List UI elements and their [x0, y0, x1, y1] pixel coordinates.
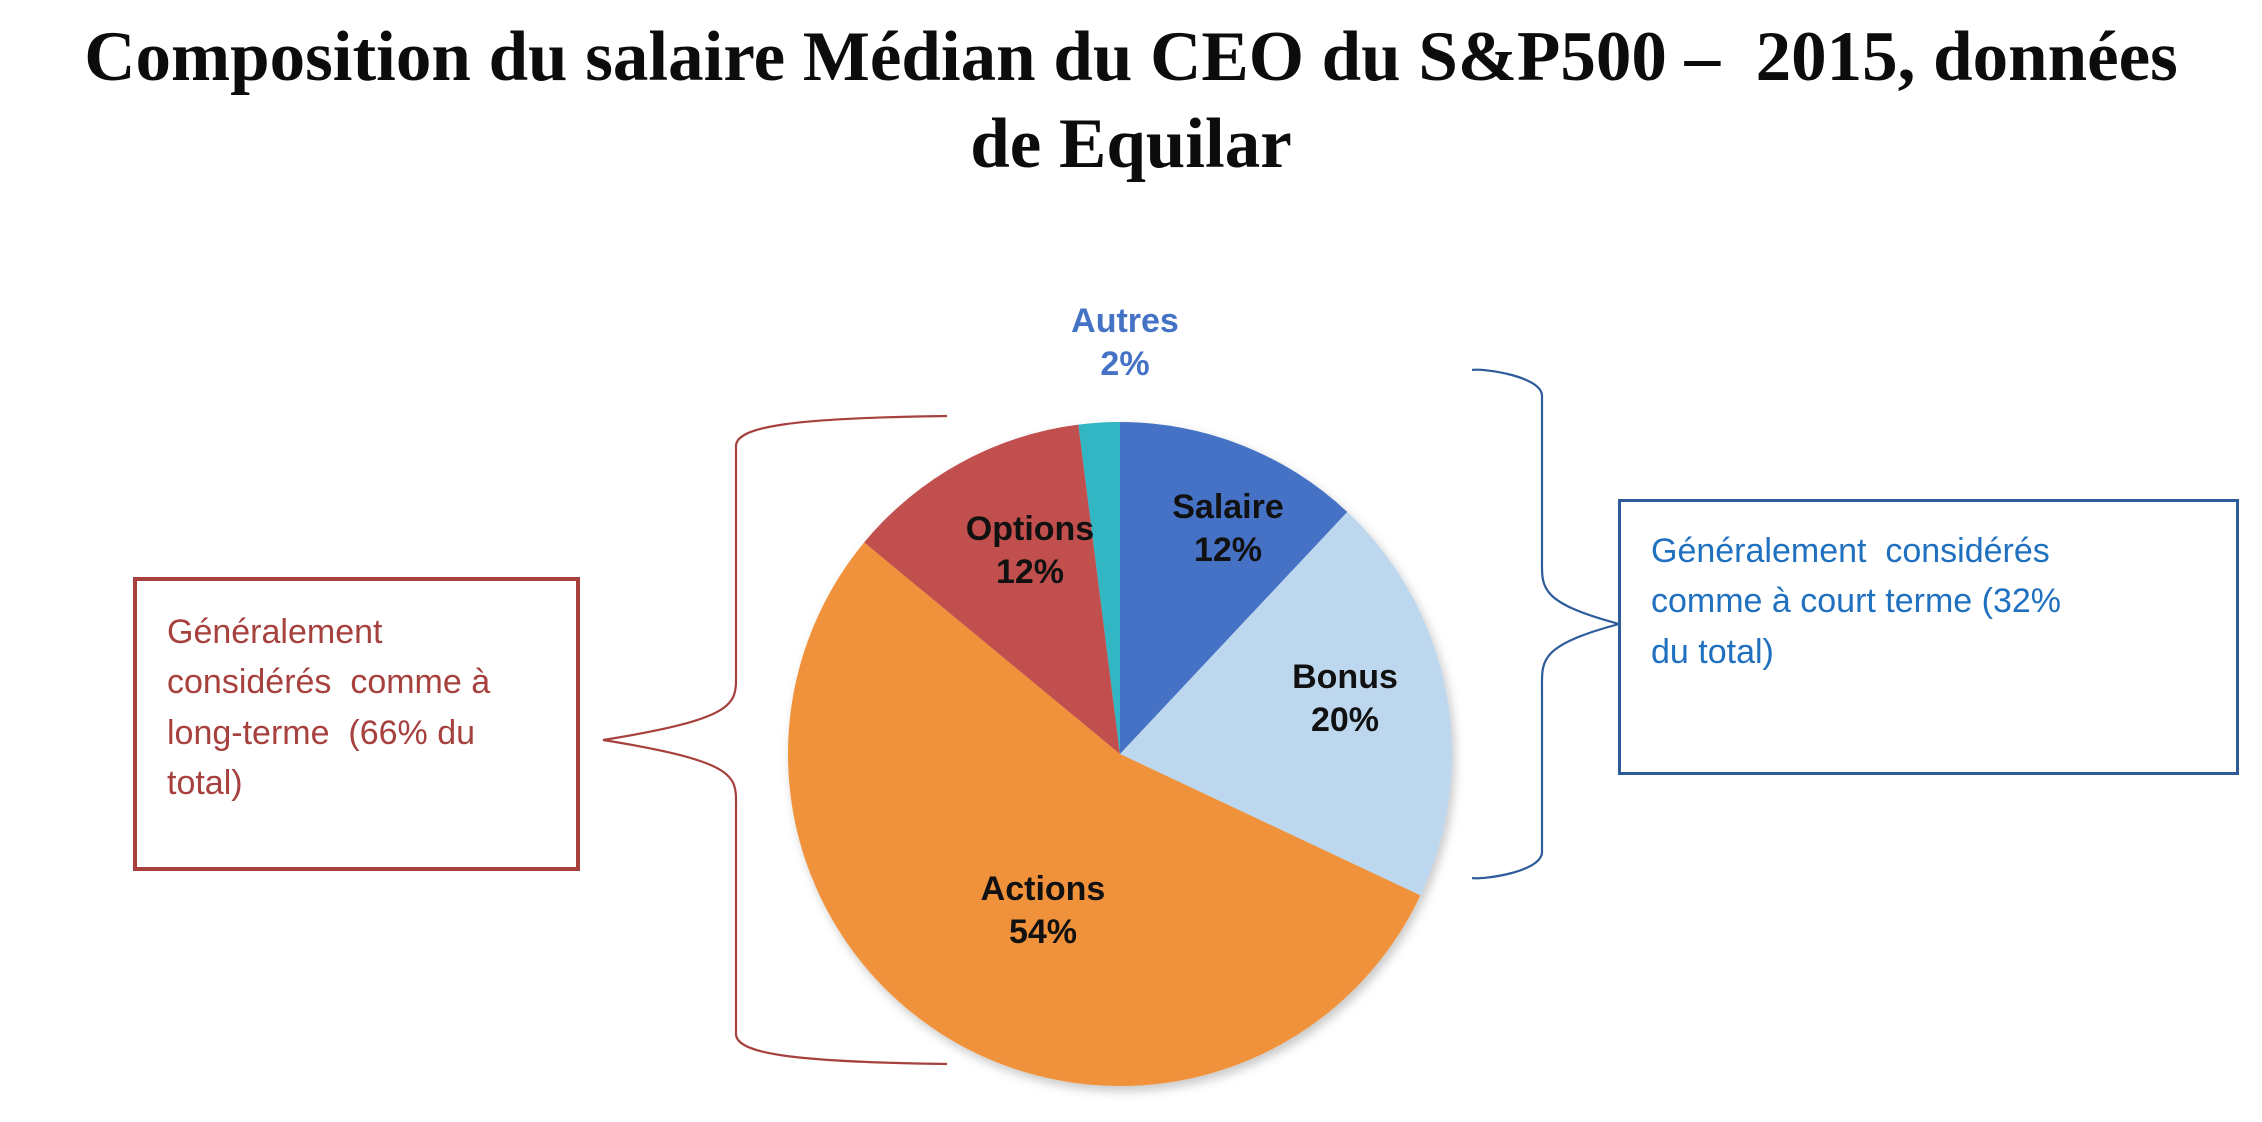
- svg-text:20%: 20%: [1311, 701, 1379, 739]
- svg-text:54%: 54%: [1009, 913, 1077, 951]
- svg-text:Salaire: Salaire: [1172, 488, 1284, 526]
- svg-text:Bonus: Bonus: [1292, 658, 1398, 696]
- svg-text:Options: Options: [966, 510, 1094, 548]
- svg-text:Actions: Actions: [981, 870, 1106, 908]
- svg-text:12%: 12%: [996, 553, 1064, 591]
- svg-text:12%: 12%: [1194, 531, 1262, 569]
